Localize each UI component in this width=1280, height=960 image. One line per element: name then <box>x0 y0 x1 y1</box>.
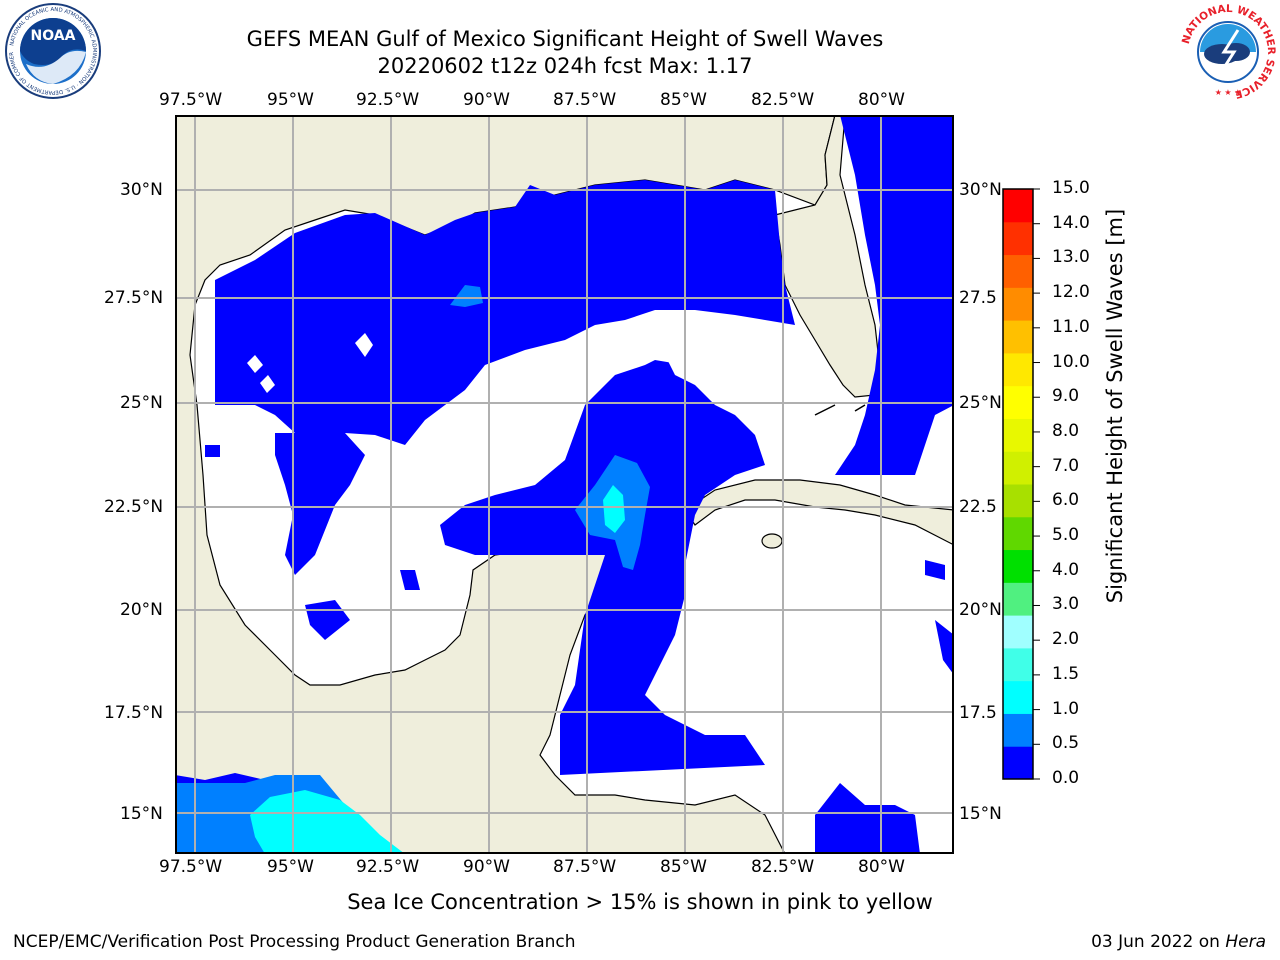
colorbar-segment <box>1003 484 1033 518</box>
lon-tick-top: 92.5°W <box>356 90 420 110</box>
land-florida <box>774 115 881 398</box>
swell-max-gulf <box>603 485 625 533</box>
lat-tick-left: 25°N <box>120 393 163 413</box>
lat-tick-left: 30°N <box>120 180 163 200</box>
colorbar-tick-label: 8.0 <box>1052 420 1080 441</box>
lat-tick-left: 27.5°N <box>104 288 164 308</box>
lon-tick-top: 80°W <box>858 90 905 110</box>
noaa-logo-text: NOAA <box>31 28 76 44</box>
colorbar-tick-label: 5.0 <box>1052 525 1080 546</box>
colorbar-segment <box>1003 516 1033 551</box>
chart-subtitle: 20220602 t12z 024h fcst Max: 1.17 <box>377 54 753 78</box>
colorbar-segment <box>1003 320 1033 354</box>
footer-date: 03 Jun 2022 on <box>1091 932 1226 952</box>
colorbar-tick-label: 7.0 <box>1052 455 1080 476</box>
colorbar-tick-label: 11.0 <box>1052 316 1090 337</box>
colorbar-segment <box>1003 582 1033 616</box>
land-cuba <box>684 479 954 546</box>
lon-tick-bottom: 97.5°W <box>159 857 223 877</box>
colorbar-segment <box>1003 189 1033 223</box>
footer-machine: Hera <box>1225 932 1266 952</box>
colorbar-tick-label: 14.0 <box>1052 212 1090 233</box>
colorbar-tick-label: 13.0 <box>1052 247 1090 268</box>
lon-tick-top: 85°W <box>660 90 707 110</box>
colorbar-tick-label: 15.0 <box>1052 178 1090 198</box>
colorbar-tick-label: 1.5 <box>1052 663 1080 684</box>
colorbar-segment <box>1003 549 1033 583</box>
colorbar-segment <box>1003 615 1033 649</box>
lat-tick-left: 20°N <box>120 600 163 620</box>
footer-branch: NCEP/EMC/Verification Post Processing Pr… <box>13 932 576 952</box>
lon-tick-bottom: 80°W <box>858 857 905 877</box>
colorbar-tick-label: 6.0 <box>1052 490 1080 511</box>
footer-date-line: 03 Jun 2022 on Hera <box>1091 932 1266 952</box>
colorbar <box>1002 188 1040 780</box>
lon-tick-bottom: 90°W <box>463 857 510 877</box>
lat-tick-left: 17.5°N <box>104 703 164 723</box>
colorbar-tick-label: 10.0 <box>1052 351 1090 372</box>
lon-tick-top: 90°W <box>463 90 510 110</box>
colorbar-segment <box>1003 451 1033 485</box>
lon-tick-bottom: 92.5°W <box>356 857 420 877</box>
lat-tick-left: 22.5°N <box>104 497 164 517</box>
colorbar-tick-label: 12.0 <box>1052 282 1090 303</box>
svg-text:★ ★ ★: ★ ★ ★ <box>1215 88 1242 97</box>
colorbar-tick-label: 0.5 <box>1052 733 1080 754</box>
lon-tick-bottom: 85°W <box>660 857 707 877</box>
lon-tick-top: 97.5°W <box>159 90 223 110</box>
lat-tick-right: 27.5 <box>959 288 997 308</box>
sea-ice-note: Sea Ice Concentration > 15% is shown in … <box>347 890 933 914</box>
colorbar-segment <box>1003 647 1033 682</box>
colorbar-tick-label: 9.0 <box>1052 386 1080 407</box>
swell-western-gulf <box>275 433 365 575</box>
noaa-logo: NATIONAL OCEANIC AND ATMOSPHERIC ADMINIS… <box>4 2 101 99</box>
lon-tick-bottom: 82.5°W <box>751 857 815 877</box>
colorbar-segment <box>1003 221 1033 256</box>
swell-central-tongue <box>440 355 765 775</box>
lat-tick-right: 22.5 <box>959 497 997 517</box>
lat-tick-left: 15°N <box>120 804 163 824</box>
lon-tick-bottom: 95°W <box>267 857 314 877</box>
colorbar-segment <box>1003 713 1033 747</box>
swell-northern-gulf <box>215 180 795 445</box>
lat-tick-right: 20°N <box>959 600 1002 620</box>
swell-max-pacific <box>250 790 405 854</box>
lat-tick-right: 17.5 <box>959 703 997 723</box>
colorbar-tick-label: 4.0 <box>1052 559 1080 580</box>
colorbar-segment <box>1003 254 1033 288</box>
colorbar-segment <box>1003 287 1033 321</box>
lat-tick-right: 30°N <box>959 180 1002 200</box>
colorbar-segment <box>1003 746 1033 780</box>
colorbar-tick-label: 0.0 <box>1052 768 1080 788</box>
lat-tick-right: 25°N <box>959 393 1002 413</box>
colorbar-segment <box>1003 385 1033 419</box>
lon-tick-top: 95°W <box>267 90 314 110</box>
lon-tick-top: 82.5°W <box>751 90 815 110</box>
colorbar-segment <box>1003 680 1033 714</box>
colorbar-segment <box>1003 418 1033 452</box>
chart-title: GEFS MEAN Gulf of Mexico Significant Hei… <box>246 27 884 51</box>
colorbar-tick-label: 2.0 <box>1052 629 1080 650</box>
colorbar-segment <box>1003 352 1033 387</box>
nws-logo: NATIONAL WEATHER SERVICE ★ ★ ★ <box>1180 3 1277 100</box>
map-panel <box>175 115 954 854</box>
lon-tick-top: 87.5°W <box>553 90 617 110</box>
colorbar-tick-label: 1.0 <box>1052 698 1080 719</box>
swell-east-atlantic <box>835 115 954 475</box>
lat-tick-right: 15°N <box>959 804 1002 824</box>
colorbar-tick-label: 3.0 <box>1052 594 1080 615</box>
lon-tick-bottom: 87.5°W <box>553 857 617 877</box>
colorbar-label: Significant Height of Swell Waves [m] <box>1103 208 1127 604</box>
